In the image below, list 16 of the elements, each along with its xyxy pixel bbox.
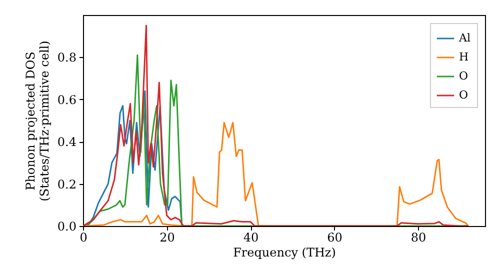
legend-label: O	[459, 70, 468, 82]
x-axis-title: Frequency (THz)	[233, 246, 336, 260]
legend-label: O	[459, 88, 468, 102]
x-tick-label: 80	[410, 230, 426, 244]
y-tick-label: 0.6	[57, 92, 76, 107]
x-tick-label: 0	[80, 230, 88, 244]
y-tick-label: 0.4	[57, 135, 77, 150]
y-tick-label: 0.0	[57, 220, 76, 234]
y-axis-title: Phonon projected DOS (States/THz·primitive cell)	[23, 40, 52, 202]
legend-label: Al	[458, 32, 471, 44]
y-tick-label: 0.2	[57, 177, 76, 192]
legend-label: H	[459, 50, 469, 64]
x-tick-label: 60	[327, 230, 342, 244]
y-tick-label: 0.8	[57, 50, 76, 65]
x-tick-label: 40	[243, 230, 259, 244]
x-tick-label: 20	[160, 230, 175, 244]
